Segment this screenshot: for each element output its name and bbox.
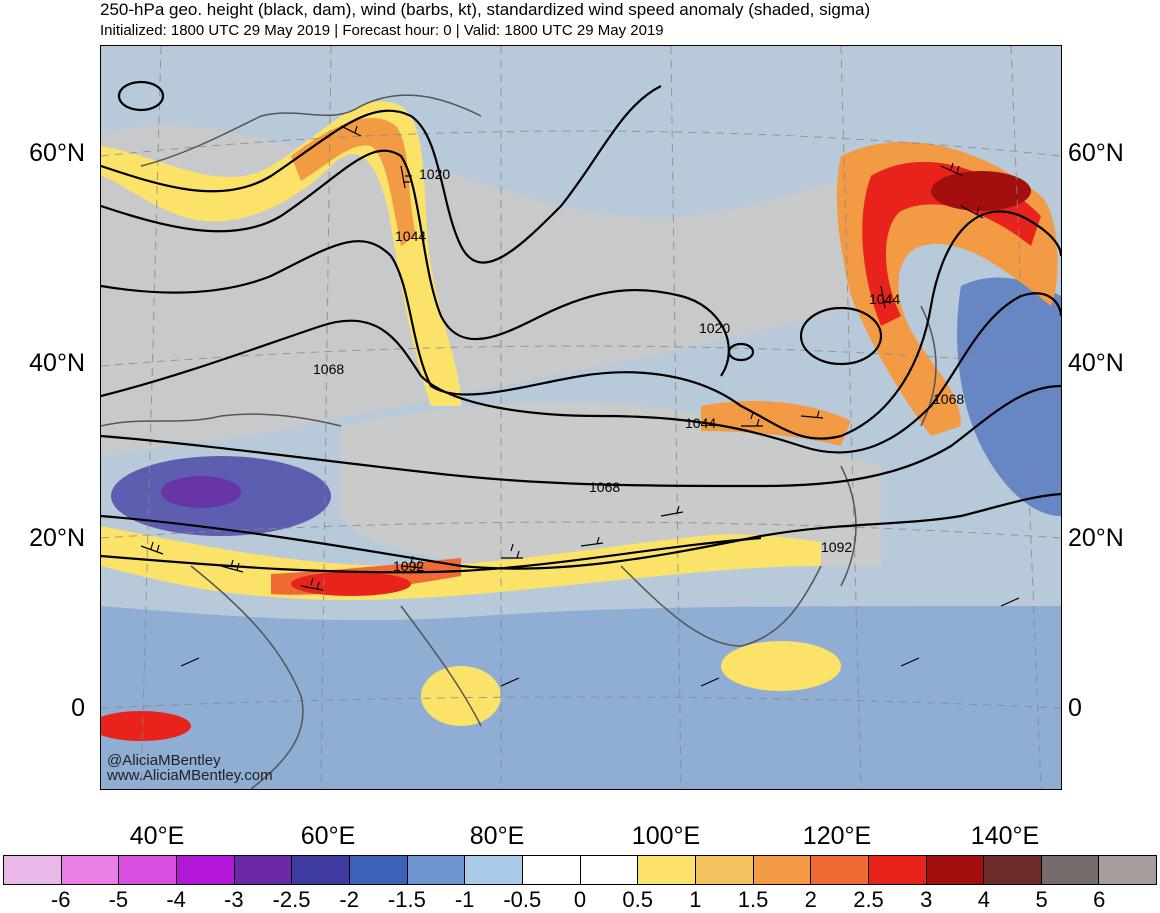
longitude-label: 60°E — [300, 822, 356, 850]
colorbar-label: -2.5 — [272, 887, 311, 912]
jet-streak-east-asia — [701, 401, 851, 446]
wind-barbs — [140, 125, 1020, 687]
colorbar-swatch — [175, 855, 234, 885]
colorbar-swatch — [60, 855, 119, 885]
graticule — [101, 46, 1061, 789]
weather-map: 1020 1044 1068 1020 1044 1044 1068 1068 … — [100, 45, 1062, 790]
yellow-anomaly-south — [721, 641, 841, 691]
latitude-label-left: 40°N — [29, 349, 85, 377]
contour-label: 1092 — [393, 558, 424, 574]
contour-label: 1020 — [699, 320, 730, 336]
longitude-label: 80°E — [469, 822, 525, 850]
height-contours — [101, 80, 1061, 574]
colorbar-swatch — [233, 855, 292, 885]
colorbar-swatch — [464, 855, 522, 885]
colorbar-swatch — [3, 855, 61, 885]
jet-max-equatorial — [101, 711, 191, 741]
credit-handle: @AliciaMBentley — [107, 752, 221, 769]
jet-max-pacific — [931, 171, 1031, 211]
latitude-label-right: 60°N — [1068, 139, 1124, 167]
colorbar-label: 0 — [573, 887, 587, 912]
colorbar-swatch — [1098, 855, 1158, 885]
contour-label: 1068 — [313, 361, 344, 377]
colorbar-swatch — [810, 855, 868, 885]
colorbar-swatch — [579, 855, 638, 885]
longitude-label: 100°E — [631, 822, 701, 850]
purple-anomaly-west — [161, 476, 241, 508]
map-title: 250-hPa geo. height (black, dam), wind (… — [100, 0, 871, 19]
latitude-label-left: 0 — [71, 694, 85, 722]
contour-label: 1044 — [395, 228, 426, 244]
anomaly-shading — [101, 46, 1061, 789]
contour-label: 1020 — [419, 166, 450, 182]
colorbar-label: -2 — [339, 887, 359, 912]
credit-website: www.AliciaMBentley.com — [107, 767, 273, 784]
contour-label: 1068 — [933, 391, 964, 407]
blue-field-east — [957, 277, 1061, 516]
latitude-label-right: 40°N — [1068, 349, 1124, 377]
contour-label: 1044 — [869, 291, 900, 307]
contour-label: 1092 — [821, 539, 852, 555]
colorbar-label: 6 — [1093, 887, 1106, 912]
colorbar-swatch — [291, 855, 349, 885]
latitude-label-right: 0 — [1068, 694, 1082, 722]
colorbar-swatch — [348, 855, 407, 885]
latitude-label-left: 60°N — [29, 139, 85, 167]
colorbar-label: -0.5 — [503, 887, 542, 912]
colorbar-swatch — [118, 855, 176, 885]
latitude-label-right: 20°N — [1068, 524, 1124, 552]
longitude-label: 120°E — [802, 822, 872, 850]
colorbar-label: -1.5 — [387, 887, 426, 912]
jet-max-tropical — [291, 572, 411, 596]
colorbar-swatch — [925, 855, 984, 885]
colorbar-label: 1.5 — [737, 887, 769, 912]
latitude-label-left: 20°N — [29, 524, 85, 552]
yellow-anomaly-southwest — [421, 666, 501, 726]
colorbar-swatch — [867, 855, 926, 885]
colorbar-swatch — [752, 855, 811, 885]
contour-label: 1068 — [589, 479, 620, 495]
colorbar-label: -1 — [454, 887, 475, 912]
contour-label: 1044 — [685, 415, 716, 431]
longitude-label: 40°E — [129, 822, 185, 850]
colorbar-label: 5 — [1035, 887, 1048, 912]
colorbar-swatch — [1040, 855, 1099, 885]
colorbar-swatch — [694, 855, 753, 885]
colorbar-label: 1 — [689, 887, 702, 912]
colorbar — [3, 855, 1158, 885]
colorbar-swatch — [983, 855, 1041, 885]
map-subtitle: Initialized: 1800 UTC 29 May 2019 | Fore… — [100, 22, 664, 39]
longitude-label: 140°E — [970, 822, 1040, 850]
colorbar-label: -5 — [108, 887, 129, 912]
colorbar-label: 4 — [977, 887, 991, 912]
colorbar-label: 2.5 — [853, 887, 884, 912]
colorbar-label: 0.5 — [622, 887, 653, 912]
colorbar-label: 2 — [804, 887, 817, 912]
colorbar-label: 3 — [920, 887, 933, 912]
colorbar-swatch — [521, 855, 580, 885]
colorbar-label: -3 — [224, 887, 244, 912]
colorbar-label: -4 — [166, 887, 186, 912]
coastlines — [101, 94, 937, 789]
jet-streak-europe — [101, 101, 461, 407]
colorbar-label: -6 — [50, 887, 71, 912]
colorbar-swatch — [637, 855, 695, 885]
colorbar-swatch — [406, 855, 465, 885]
contour-label-group: 1020 1044 1068 1020 1044 1044 1068 1068 … — [313, 166, 964, 574]
